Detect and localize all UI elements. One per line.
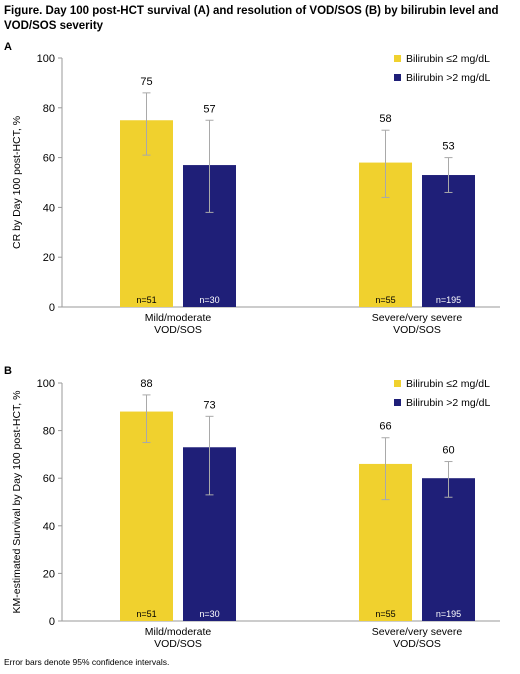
n-label: n=55 bbox=[375, 295, 395, 305]
y-tick-label: 40 bbox=[43, 521, 55, 533]
legend-swatch bbox=[394, 55, 401, 62]
panel-label: B bbox=[4, 365, 12, 377]
y-tick-label: 60 bbox=[43, 153, 55, 165]
y-tick-label: 20 bbox=[43, 568, 55, 580]
x-category-label: Severe/very severe bbox=[372, 312, 463, 324]
legend-swatch bbox=[394, 380, 401, 387]
bar bbox=[422, 478, 475, 621]
y-tick-label: 80 bbox=[43, 103, 55, 115]
legend-label: Bilirubin >2 mg/dL bbox=[406, 72, 490, 84]
data-label: 88 bbox=[140, 378, 152, 390]
bar bbox=[422, 175, 475, 307]
legend-label: Bilirubin ≤2 mg/dL bbox=[406, 378, 490, 390]
data-label: 58 bbox=[379, 113, 391, 125]
x-category-label: Severe/very severe bbox=[372, 626, 463, 638]
legend-label: Bilirubin >2 mg/dL bbox=[406, 397, 490, 409]
y-axis-title: CR by Day 100 post-HCT, % bbox=[11, 116, 23, 249]
y-tick-label: 0 bbox=[49, 302, 55, 314]
legend-swatch bbox=[394, 74, 401, 81]
x-category-label: Mild/moderate bbox=[145, 626, 212, 638]
y-axis-title: KM-estimated Survival by Day 100 post-HC… bbox=[11, 391, 23, 614]
data-label: 75 bbox=[140, 76, 152, 88]
data-label: 53 bbox=[442, 141, 454, 153]
n-label: n=51 bbox=[136, 609, 156, 619]
x-category-label: VOD/SOS bbox=[393, 638, 441, 650]
y-tick-label: 40 bbox=[43, 202, 55, 214]
data-label: 60 bbox=[442, 445, 454, 457]
data-label: 66 bbox=[379, 421, 391, 433]
legend-label: Bilirubin ≤2 mg/dL bbox=[406, 53, 490, 65]
footnote: Error bars denote 95% confidence interva… bbox=[4, 657, 170, 667]
x-category-label: VOD/SOS bbox=[154, 638, 202, 650]
n-label: n=55 bbox=[375, 609, 395, 619]
y-tick-label: 0 bbox=[49, 616, 55, 628]
bar bbox=[120, 411, 173, 621]
n-label: n=30 bbox=[199, 609, 219, 619]
y-tick-label: 100 bbox=[37, 378, 55, 390]
y-tick-label: 20 bbox=[43, 252, 55, 264]
figure-title: Figure. Day 100 post-HCT survival (A) an… bbox=[4, 5, 499, 32]
n-label: n=51 bbox=[136, 295, 156, 305]
n-label: n=195 bbox=[436, 609, 461, 619]
y-tick-label: 100 bbox=[37, 53, 55, 65]
x-category-label: VOD/SOS bbox=[393, 324, 441, 336]
n-label: n=30 bbox=[199, 295, 219, 305]
x-category-label: Mild/moderate bbox=[145, 312, 212, 324]
panel-label: A bbox=[4, 41, 12, 53]
data-label: 73 bbox=[203, 399, 215, 411]
y-tick-label: 60 bbox=[43, 473, 55, 485]
y-tick-label: 80 bbox=[43, 426, 55, 438]
n-label: n=195 bbox=[436, 295, 461, 305]
legend-swatch bbox=[394, 399, 401, 406]
data-label: 57 bbox=[203, 103, 215, 115]
x-category-label: VOD/SOS bbox=[154, 324, 202, 336]
